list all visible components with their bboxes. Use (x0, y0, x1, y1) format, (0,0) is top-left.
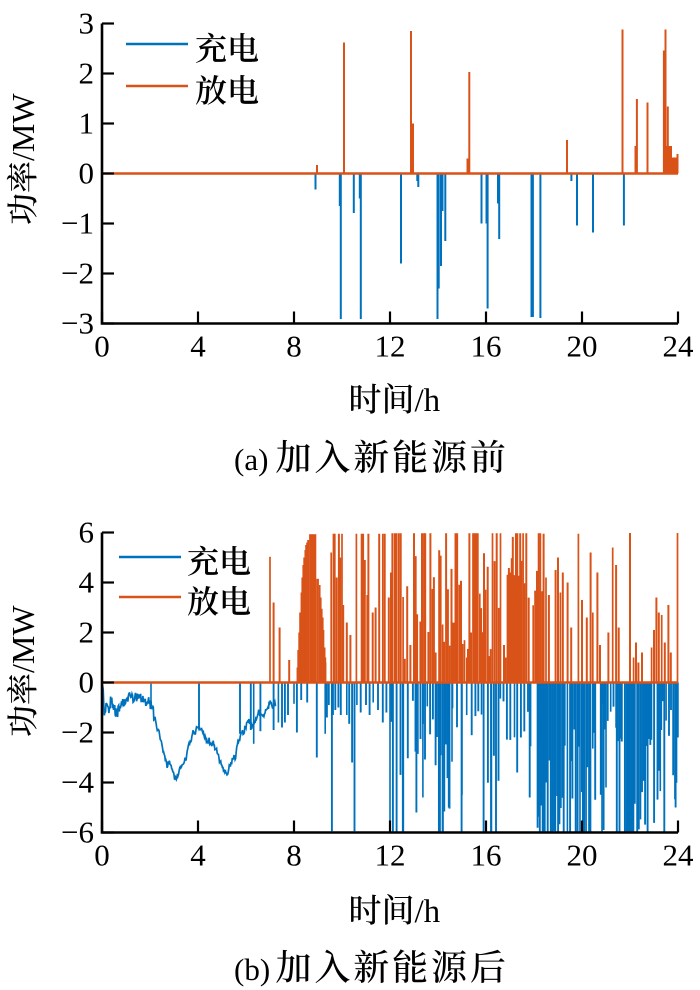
svg-text:20: 20 (567, 329, 598, 364)
svg-text:(a): (a) (234, 442, 268, 477)
svg-text:8: 8 (286, 329, 302, 364)
svg-text:−6: −6 (61, 815, 94, 850)
svg-text:/h: /h (415, 894, 441, 930)
svg-text:−3: −3 (61, 306, 94, 341)
svg-text:8: 8 (286, 838, 302, 873)
svg-text:0: 0 (79, 665, 95, 700)
svg-text:/MW: /MW (5, 605, 41, 673)
svg-text:/MW: /MW (5, 93, 41, 161)
svg-text:1: 1 (79, 106, 95, 141)
svg-text:4: 4 (190, 838, 206, 873)
svg-text:−4: −4 (61, 765, 94, 800)
svg-text:/h: /h (415, 383, 441, 419)
svg-text:−2: −2 (61, 256, 94, 291)
svg-text:16: 16 (471, 329, 502, 364)
svg-text:−1: −1 (61, 206, 94, 241)
svg-text:4: 4 (79, 565, 95, 600)
svg-text:2: 2 (79, 615, 95, 650)
svg-text:0: 0 (94, 329, 110, 364)
svg-text:3: 3 (79, 6, 95, 41)
svg-text:24: 24 (663, 329, 695, 364)
svg-text:0: 0 (94, 838, 110, 873)
svg-text:20: 20 (567, 838, 598, 873)
svg-text:0: 0 (79, 156, 95, 191)
svg-text:16: 16 (471, 838, 502, 873)
svg-text:12: 12 (375, 838, 406, 873)
svg-text:4: 4 (190, 329, 206, 364)
svg-text:(b): (b) (234, 952, 270, 987)
svg-text:24: 24 (663, 838, 695, 873)
svg-text:−2: −2 (61, 715, 94, 750)
svg-text:12: 12 (375, 329, 406, 364)
svg-text:2: 2 (79, 56, 95, 91)
svg-text:6: 6 (79, 515, 95, 550)
